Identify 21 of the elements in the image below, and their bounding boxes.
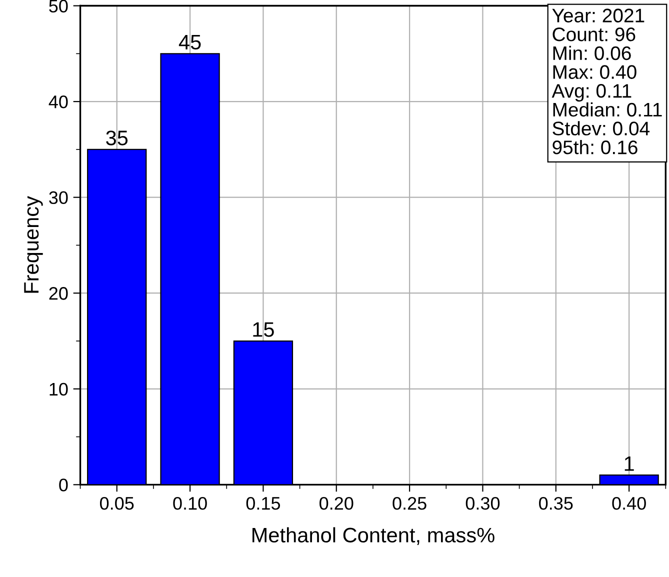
- x-tick-label: 0.25: [392, 496, 426, 510]
- data-label: 1: [624, 456, 634, 471]
- x-tick-label: 0.35: [539, 496, 573, 510]
- y-tick-label: 30: [49, 191, 68, 204]
- x-tick-label: 0.05: [100, 496, 134, 510]
- annotation: Year: 2021 Count: 96 Min: 0.06 Max: 0.40 Avg: 0.11 Median: 0.11 Stdev: 0.04 95th: 0.16: [552, 8, 662, 154]
- data-label: 45: [178, 35, 201, 50]
- y-tick-label: 20: [49, 287, 68, 300]
- x-axis-title: Methanol Content, mass%: [252, 527, 494, 545]
- y-tick-label: 0: [59, 478, 68, 492]
- x-tick-label: 0.30: [466, 496, 500, 510]
- x-tick-label: 0.15: [246, 496, 280, 510]
- y-tick-label: 40: [48, 95, 68, 108]
- y-tick-label: 50: [49, 0, 68, 12]
- data-label: 15: [253, 322, 274, 337]
- data-label: 35: [106, 130, 128, 146]
- x-tick-label: 0.20: [320, 496, 354, 510]
- y-tick-label: 10: [50, 382, 68, 396]
- y-axis-title: Frequency: [24, 196, 43, 293]
- x-tick-label: 0.40: [612, 496, 646, 510]
- x-tick-label: 0.10: [173, 496, 207, 510]
